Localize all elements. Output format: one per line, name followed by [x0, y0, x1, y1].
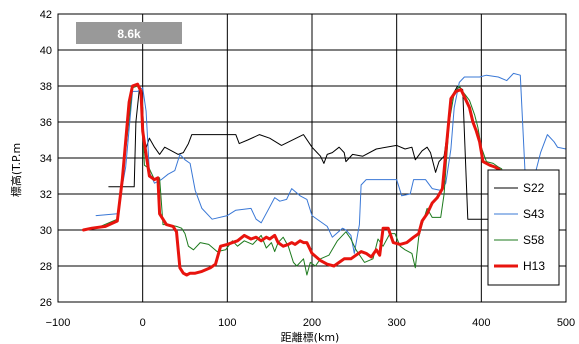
x-axis-title: 距離標(km) [281, 330, 340, 344]
tick-labels: 26 28 30 32 34 36 38 40 42 −100 0 100 200 300 400 500 [40, 9, 575, 329]
legend-items: S22 S43 S58 H13 [494, 181, 545, 273]
x-tick-label: 200 [303, 317, 321, 329]
legend-label-s43: S43 [523, 207, 545, 221]
series-lines [81, 72, 567, 277]
y-tick-label: 32 [40, 189, 52, 201]
series-line-s22 [108, 85, 513, 220]
section-badge: 8.6k [76, 22, 182, 44]
plot-area-frame [57, 13, 567, 303]
x-tick-label: 300 [387, 317, 405, 329]
y-tick-label: 38 [40, 81, 52, 93]
x-tick-label: 500 [557, 317, 575, 329]
y-tick-label: 28 [40, 261, 52, 273]
series-line-h13 [81, 82, 514, 277]
legend-label-h13: H13 [523, 259, 545, 273]
legend-label-s58: S58 [523, 233, 545, 247]
x-tick-label: 0 [140, 317, 146, 329]
x-tick-label: 400 [472, 317, 490, 329]
y-tick-label: 36 [40, 117, 52, 129]
series-line-s43 [95, 72, 567, 254]
section-badge-box [76, 22, 182, 44]
y-tick-label: 34 [40, 153, 52, 165]
y-axis-title: 標高(T.P.m [9, 143, 23, 197]
legend-label-s22: S22 [523, 181, 545, 195]
y-tick-label: 40 [40, 45, 52, 57]
y-tick-label: 30 [40, 225, 52, 237]
x-tick-label: 100 [218, 317, 236, 329]
x-tick-label: −100 [46, 317, 71, 329]
legend: S22 S43 S58 H13 [487, 169, 560, 286]
y-tick-label: 26 [40, 297, 52, 309]
section-badge-label: 8.6k [117, 27, 141, 41]
y-tick-label: 42 [40, 9, 52, 21]
